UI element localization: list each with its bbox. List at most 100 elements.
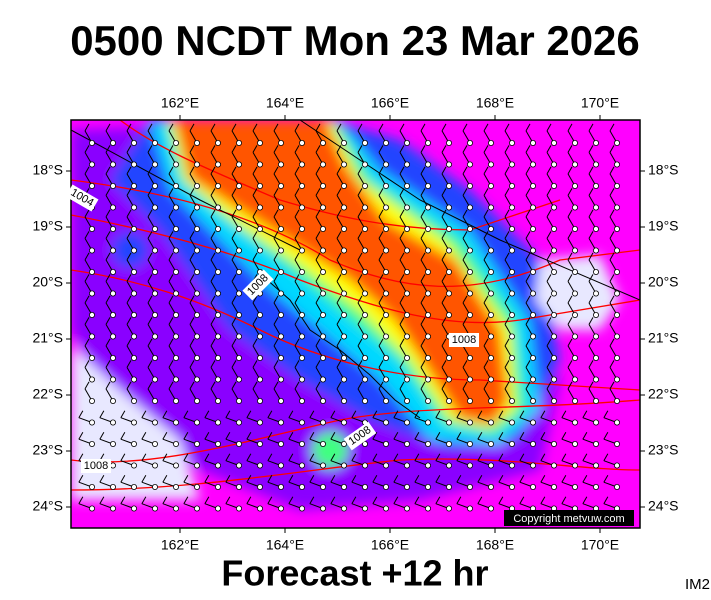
barb-station bbox=[319, 333, 326, 340]
barb-station bbox=[340, 161, 347, 168]
barb-flag bbox=[105, 209, 111, 218]
isobar-label-box bbox=[81, 459, 111, 473]
barb-station bbox=[424, 311, 431, 318]
barb-station bbox=[593, 290, 600, 297]
barb-station bbox=[508, 333, 515, 340]
barb-flag bbox=[456, 496, 462, 504]
barb-flag bbox=[189, 123, 195, 132]
barb-flag bbox=[477, 410, 483, 418]
barb-flag bbox=[189, 274, 195, 282]
barb-flag bbox=[210, 166, 216, 175]
barb-flag bbox=[603, 474, 609, 483]
barb-flag bbox=[609, 381, 615, 390]
barb-flag bbox=[210, 317, 216, 325]
barb-station bbox=[110, 311, 117, 318]
barb-flag bbox=[357, 381, 363, 390]
barb-station bbox=[340, 225, 347, 232]
barb-station bbox=[172, 354, 179, 361]
barb-flag bbox=[477, 474, 483, 483]
barb-station bbox=[319, 311, 326, 318]
barb-station bbox=[445, 505, 452, 512]
barb-station bbox=[151, 505, 158, 512]
barb-flag bbox=[546, 360, 552, 368]
barb-flag bbox=[252, 145, 258, 153]
barb-flag bbox=[273, 123, 279, 132]
barb-station bbox=[593, 139, 600, 146]
barb-flag bbox=[420, 295, 426, 304]
barb-flag bbox=[105, 252, 111, 261]
barb-station bbox=[172, 204, 179, 211]
barb-flag bbox=[204, 453, 210, 461]
barb-flag bbox=[378, 274, 384, 282]
barb-flag bbox=[315, 145, 321, 153]
barb-station bbox=[551, 311, 558, 318]
barb-flag bbox=[609, 231, 615, 239]
barb-flag bbox=[483, 252, 489, 261]
barb-station bbox=[256, 225, 263, 232]
barb-station bbox=[193, 311, 200, 318]
barb-flag bbox=[315, 274, 321, 282]
barb-flag bbox=[525, 145, 531, 153]
barb-station bbox=[382, 161, 389, 168]
barb-flag bbox=[420, 188, 426, 196]
barb-flag bbox=[315, 360, 321, 368]
barb-flag bbox=[525, 360, 531, 368]
barb-station bbox=[361, 440, 368, 447]
barb-station bbox=[361, 376, 368, 383]
barb-flag bbox=[231, 231, 237, 239]
barb-flag bbox=[399, 252, 405, 261]
barb-station bbox=[277, 311, 284, 318]
barb-flag bbox=[525, 252, 531, 261]
barb-flag bbox=[120, 474, 126, 483]
barb-station bbox=[256, 182, 263, 189]
barb-station bbox=[235, 376, 242, 383]
barb-station bbox=[172, 182, 179, 189]
barb-flag bbox=[231, 145, 237, 153]
barb-flag bbox=[273, 381, 279, 390]
barb-flag bbox=[189, 209, 195, 218]
barb-station bbox=[151, 139, 158, 146]
barb-station bbox=[508, 182, 515, 189]
barb-station bbox=[277, 462, 284, 469]
barb-station bbox=[89, 333, 96, 340]
barb-station bbox=[382, 440, 389, 447]
barb-station bbox=[193, 225, 200, 232]
barb-station bbox=[235, 225, 242, 232]
barb-station bbox=[361, 505, 368, 512]
barb-flag bbox=[120, 431, 126, 440]
barb-flag bbox=[267, 496, 273, 504]
barb-flag bbox=[147, 123, 153, 132]
barb-flag bbox=[498, 410, 504, 418]
barb-flag bbox=[588, 231, 594, 239]
barb-flag bbox=[441, 360, 447, 368]
barb-station bbox=[151, 354, 158, 361]
barb-station bbox=[193, 483, 200, 490]
barb-flag bbox=[126, 123, 132, 132]
barb-station bbox=[593, 225, 600, 232]
barb-flag bbox=[399, 231, 405, 239]
barb-station bbox=[445, 225, 452, 232]
barb-flag bbox=[336, 274, 342, 282]
barb-flag bbox=[336, 360, 342, 368]
barb-station bbox=[445, 182, 452, 189]
barb-flag bbox=[546, 145, 552, 153]
barb-station bbox=[130, 311, 137, 318]
copyright: Copyright metvuw.com bbox=[513, 513, 624, 525]
barb-flag bbox=[588, 209, 594, 218]
barb-flag bbox=[525, 295, 531, 304]
barb-station bbox=[277, 290, 284, 297]
barb-flag bbox=[351, 453, 357, 461]
barb-station bbox=[151, 419, 158, 426]
barb-station bbox=[361, 397, 368, 404]
barb-flag bbox=[183, 496, 189, 504]
barb-flag bbox=[378, 295, 384, 304]
barb-station bbox=[277, 204, 284, 211]
barb-station bbox=[110, 268, 117, 275]
barb-flag bbox=[99, 431, 105, 440]
barb-station bbox=[256, 505, 263, 512]
barb-flag bbox=[372, 453, 378, 461]
barb-station bbox=[235, 440, 242, 447]
barb-station bbox=[172, 333, 179, 340]
barb-flag bbox=[273, 317, 279, 325]
barb-station bbox=[382, 290, 389, 297]
